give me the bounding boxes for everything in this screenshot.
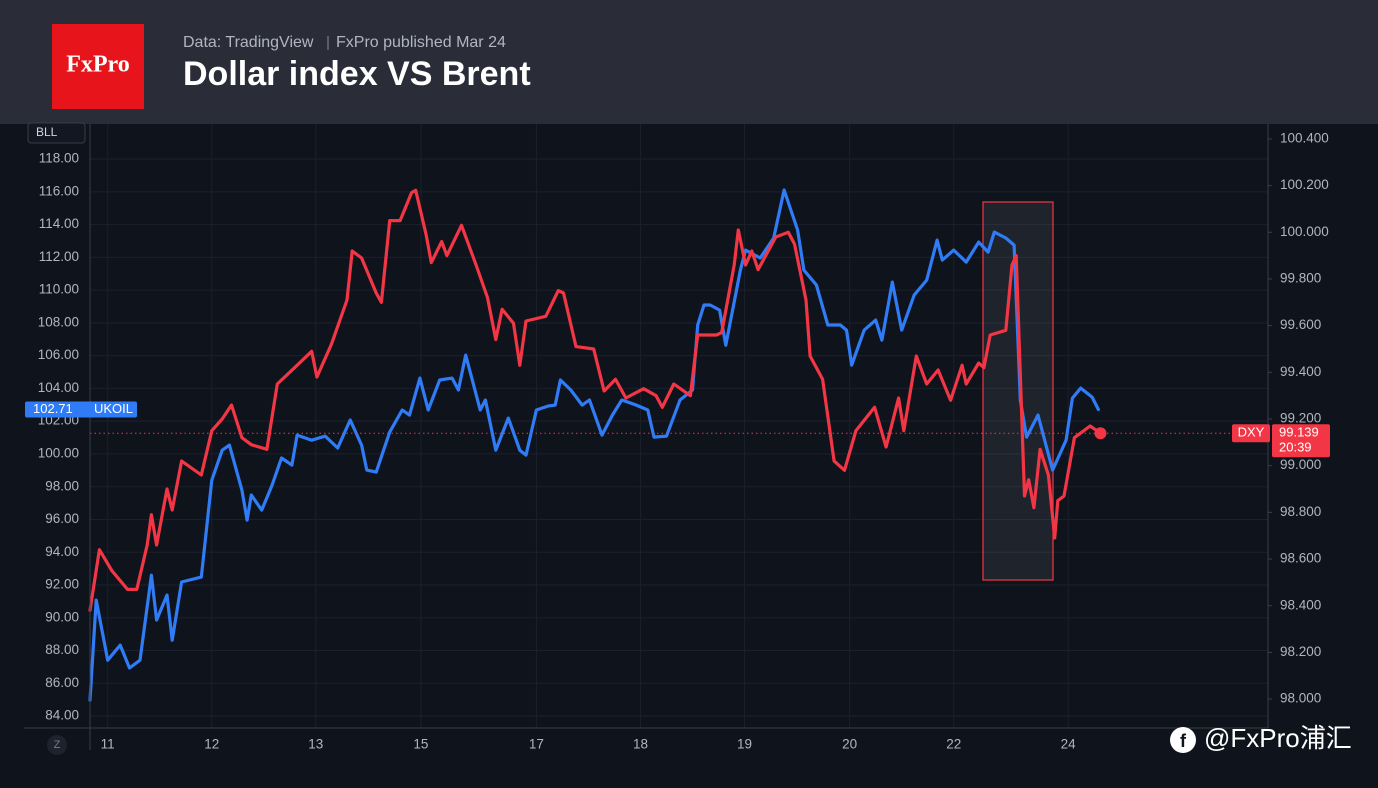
header-band [0, 0, 1378, 124]
y2-tick-label: 100.000 [1280, 224, 1329, 239]
y-tick-label: 88.00 [45, 642, 79, 657]
y-tick-label: 110.00 [39, 282, 79, 297]
watermark: @FxPro浦汇 [1204, 723, 1352, 753]
y2-tick-label: 98.200 [1280, 644, 1321, 659]
last-point [1094, 427, 1107, 440]
y2-tick-label: 98.800 [1280, 504, 1321, 519]
y2-tick-label: 99.200 [1280, 411, 1321, 426]
last-value-label: 102.71 [33, 401, 73, 416]
x-tick-label: 15 [413, 737, 428, 752]
y-tick-label: 98.00 [45, 478, 79, 493]
last-value-label: 99.139 [1279, 425, 1319, 440]
y-tick-label: 116.00 [39, 183, 79, 198]
y-tick-label: 90.00 [45, 609, 79, 624]
watermark-icon-glyph: f [1180, 731, 1187, 751]
y-tick-label: 114.00 [39, 216, 79, 231]
x-tick-label: 18 [633, 737, 648, 752]
plot [88, 188, 1268, 702]
x-tick-label: 20 [842, 737, 857, 752]
y-tick-label: 104.00 [38, 380, 79, 395]
x-tick-label: 13 [308, 737, 323, 752]
published: FxPro published Mar 24 [336, 34, 506, 51]
last-value-box [1272, 424, 1330, 458]
watermark-icon [1170, 727, 1196, 753]
y2-tick-label: 98.000 [1280, 691, 1321, 706]
line-dxy [88, 188, 1103, 612]
countdown: 20:39 [1279, 440, 1312, 455]
logo: FxPro [66, 52, 130, 78]
x-tick-label: 22 [946, 737, 961, 752]
corner-label: BLL [36, 125, 58, 139]
x-tick-label: 11 [101, 737, 115, 752]
x-tick-label: 17 [529, 737, 544, 752]
y2-tick-label: 100.200 [1280, 177, 1329, 192]
series-tag: DXY [1238, 425, 1265, 440]
scale-button[interactable]: Z [54, 739, 61, 751]
y2-tick-label: 98.400 [1280, 597, 1321, 612]
x-tick-label: 24 [1061, 737, 1077, 752]
y-tick-label: 96.00 [45, 511, 79, 526]
y-tick-label: 106.00 [38, 347, 79, 362]
y-tick-label: 84.00 [45, 708, 79, 723]
logo-box [52, 24, 144, 109]
highlight-box [982, 201, 1054, 581]
y-tick-label: 94.00 [45, 544, 79, 559]
line-ukoil [88, 188, 1100, 702]
y2-tick-label: 100.400 [1280, 130, 1329, 145]
y2-tick-label: 99.000 [1280, 457, 1321, 472]
y-tick-label: 108.00 [38, 314, 79, 329]
y2-tick-label: 99.400 [1280, 364, 1321, 379]
scale-button-bg[interactable] [47, 735, 67, 755]
y-tick-label: 92.00 [45, 577, 79, 592]
x-tick-label: 12 [204, 737, 219, 752]
grid [90, 124, 1268, 728]
chart-title: Dollar index VS Brent [183, 55, 531, 93]
y-tick-label: 86.00 [45, 675, 79, 690]
x-tick-label: 19 [737, 737, 752, 752]
y-tick-label: 118.00 [39, 151, 79, 166]
y2-tick-label: 99.800 [1280, 271, 1321, 286]
source: Data: TradingView [183, 34, 314, 51]
y2-tick-label: 98.600 [1280, 551, 1321, 566]
y-tick-label: 100.00 [38, 445, 79, 460]
series-tag-box [1232, 424, 1270, 443]
y2-tick-label: 99.600 [1280, 317, 1321, 332]
corner-label-box [27, 122, 86, 144]
series-tag: UKOIL [94, 401, 133, 416]
y-tick-label: 112.00 [39, 249, 79, 264]
last-value-box [25, 401, 137, 418]
